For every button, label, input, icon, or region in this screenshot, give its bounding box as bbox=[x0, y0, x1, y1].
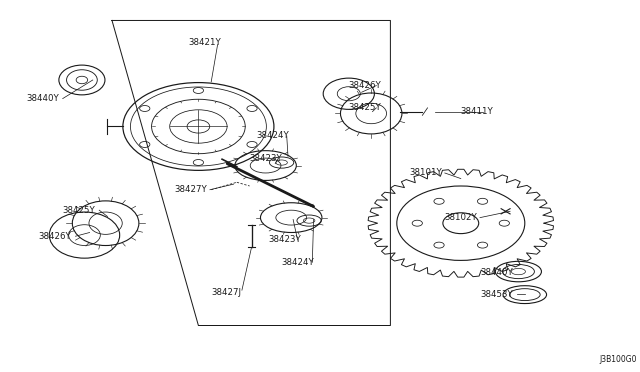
Text: 38440Y: 38440Y bbox=[480, 268, 513, 277]
Text: 38426Y: 38426Y bbox=[38, 232, 71, 241]
Text: 38424Y: 38424Y bbox=[256, 131, 289, 140]
Text: J3B100G0: J3B100G0 bbox=[599, 355, 637, 364]
Text: 38424Y: 38424Y bbox=[282, 258, 314, 267]
Text: 38411Y: 38411Y bbox=[461, 107, 493, 116]
Text: 38425Y: 38425Y bbox=[349, 103, 381, 112]
Text: 38426Y: 38426Y bbox=[349, 81, 381, 90]
Text: 38427J: 38427J bbox=[211, 288, 241, 296]
Text: 38423Y: 38423Y bbox=[269, 235, 301, 244]
Text: 38423Y: 38423Y bbox=[250, 154, 282, 163]
Text: 38101Y: 38101Y bbox=[410, 169, 442, 177]
Text: 38427Y: 38427Y bbox=[174, 185, 207, 194]
Text: 38440Y: 38440Y bbox=[27, 94, 60, 103]
Text: 38425Y: 38425Y bbox=[63, 206, 95, 215]
Text: 38453Y: 38453Y bbox=[480, 290, 513, 299]
Text: 38102Y: 38102Y bbox=[445, 213, 477, 222]
Text: 38421Y: 38421Y bbox=[189, 38, 221, 47]
